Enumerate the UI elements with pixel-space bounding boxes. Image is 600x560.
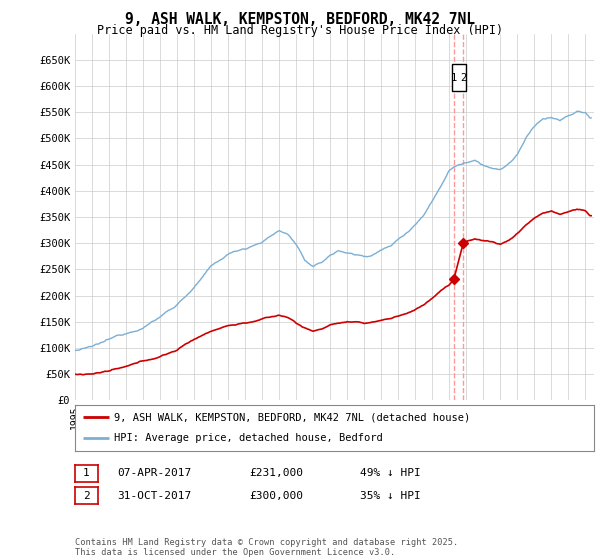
Text: 35% ↓ HPI: 35% ↓ HPI [360, 491, 421, 501]
Text: 07-APR-2017: 07-APR-2017 [117, 468, 191, 478]
Text: 2: 2 [460, 73, 466, 83]
Text: Contains HM Land Registry data © Crown copyright and database right 2025.
This d: Contains HM Land Registry data © Crown c… [75, 538, 458, 557]
Text: 49% ↓ HPI: 49% ↓ HPI [360, 468, 421, 478]
Bar [452, 64, 466, 91]
Text: 1: 1 [451, 73, 457, 83]
Text: HPI: Average price, detached house, Bedford: HPI: Average price, detached house, Bedf… [114, 433, 383, 444]
Text: 9, ASH WALK, KEMPSTON, BEDFORD, MK42 7NL: 9, ASH WALK, KEMPSTON, BEDFORD, MK42 7NL [125, 12, 475, 27]
Text: 31-OCT-2017: 31-OCT-2017 [117, 491, 191, 501]
Text: £300,000: £300,000 [249, 491, 303, 501]
Text: 2: 2 [83, 491, 90, 501]
Text: 9, ASH WALK, KEMPSTON, BEDFORD, MK42 7NL (detached house): 9, ASH WALK, KEMPSTON, BEDFORD, MK42 7NL… [114, 412, 470, 422]
Text: 1: 1 [83, 468, 90, 478]
Text: Price paid vs. HM Land Registry's House Price Index (HPI): Price paid vs. HM Land Registry's House … [97, 24, 503, 36]
Text: £231,000: £231,000 [249, 468, 303, 478]
